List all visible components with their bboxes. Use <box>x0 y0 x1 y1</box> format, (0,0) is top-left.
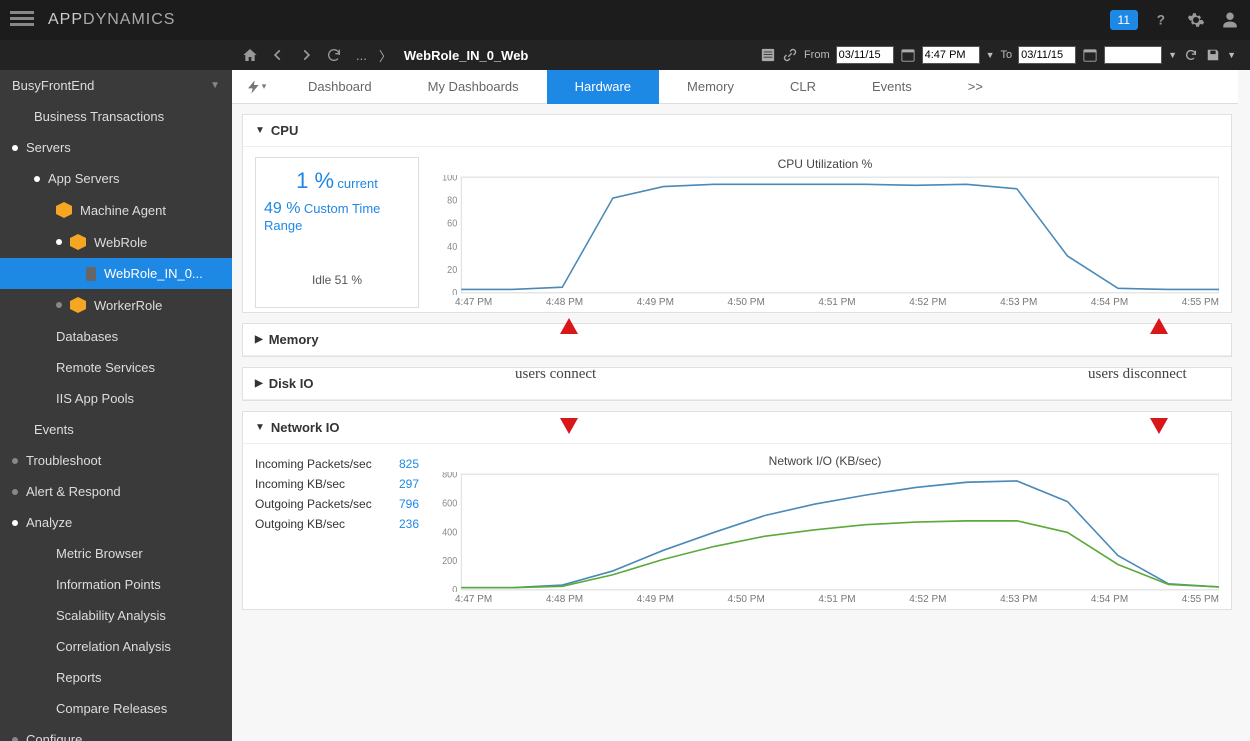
tab-mydash[interactable]: My Dashboards <box>400 70 547 104</box>
from-label: From <box>804 49 830 61</box>
network-panel: ▼Network IO Incoming Packets/sec825 Inco… <box>242 411 1232 610</box>
tab-hardware[interactable]: Hardware <box>547 70 659 104</box>
sidebar-item-alert[interactable]: Alert & Respond <box>0 476 232 507</box>
bolt-icon[interactable]: ▾ <box>242 73 270 101</box>
arrow-up-icon-2 <box>1144 316 1174 366</box>
to-date-input[interactable] <box>1018 46 1076 64</box>
svg-text:0: 0 <box>452 585 457 592</box>
gear-icon[interactable] <box>1186 10 1206 30</box>
sidebar-app[interactable]: BusyFrontEnd▼ <box>0 70 232 101</box>
arrow-down-icon-2 <box>1144 386 1174 436</box>
calendar-icon[interactable] <box>900 47 916 63</box>
hex-icon <box>70 234 86 250</box>
breadcrumb-ellipsis[interactable]: ... <box>356 48 367 63</box>
chevron-right-icon: 〉 <box>379 46 392 65</box>
menu-icon[interactable] <box>10 8 34 32</box>
network-stats: Incoming Packets/sec825 Incoming KB/sec2… <box>255 454 419 605</box>
hex-icon <box>56 202 72 218</box>
svg-text:200: 200 <box>442 556 457 567</box>
svg-text:20: 20 <box>447 265 457 276</box>
to-time-input[interactable] <box>1104 46 1162 64</box>
diskio-panel: ▶Disk IO <box>242 367 1232 401</box>
sidebar-item-compare[interactable]: Compare Releases <box>0 693 232 724</box>
svg-text:40: 40 <box>447 242 457 253</box>
svg-text:80: 80 <box>447 195 457 206</box>
user-icon[interactable] <box>1220 10 1240 30</box>
tab-clr[interactable]: CLR <box>762 70 844 104</box>
chevron-down-icon-2[interactable]: ▼ <box>1168 50 1177 60</box>
list-icon[interactable] <box>760 47 776 63</box>
from-time-input[interactable] <box>922 46 980 64</box>
svg-text:100: 100 <box>442 175 457 184</box>
arrow-down-icon <box>554 386 584 436</box>
svg-text:0: 0 <box>452 288 457 295</box>
link-icon[interactable] <box>782 47 798 63</box>
annotation-disconnect: users disconnect <box>1088 366 1187 383</box>
diskio-heading[interactable]: ▶Disk IO <box>243 368 1231 400</box>
sidebar-item-analyze[interactable]: Analyze <box>0 507 232 538</box>
sidebar-item-servers[interactable]: Servers <box>0 132 232 163</box>
calendar-icon-2[interactable] <box>1082 47 1098 63</box>
home-icon[interactable] <box>240 45 260 65</box>
sidebar: BusyFrontEnd▼ Business Transactions Serv… <box>0 70 232 741</box>
svg-text:400: 400 <box>442 527 457 538</box>
cpu-panel: ▼CPU 1 % current 49 % Custom Time Range … <box>242 114 1232 313</box>
svg-text:60: 60 <box>447 218 457 229</box>
cpu-heading[interactable]: ▼CPU <box>243 115 1231 147</box>
notification-badge[interactable]: 11 <box>1110 10 1138 30</box>
tabs: ▾ Dashboard My Dashboards Hardware Memor… <box>232 70 1238 104</box>
tab-dashboard[interactable]: Dashboard <box>280 70 400 104</box>
sidebar-item-iis[interactable]: IIS App Pools <box>0 383 232 414</box>
sidebar-item-machineagent[interactable]: Machine Agent <box>0 194 232 226</box>
breadcrumb-bar: ... 〉 WebRole_IN_0_Web From ▼ To ▼ ▼ <box>0 40 1250 70</box>
sidebar-item-corr[interactable]: Correlation Analysis <box>0 631 232 662</box>
sidebar-item-databases[interactable]: Databases <box>0 321 232 352</box>
server-icon <box>86 267 96 281</box>
sidebar-item-webrolein[interactable]: WebRole_IN_0... <box>0 258 232 289</box>
sidebar-item-events[interactable]: Events <box>0 414 232 445</box>
cpu-chart-title: CPU Utilization % <box>431 157 1219 171</box>
sidebar-item-remote[interactable]: Remote Services <box>0 352 232 383</box>
sidebar-item-troubleshoot[interactable]: Troubleshoot <box>0 445 232 476</box>
tab-memory[interactable]: Memory <box>659 70 762 104</box>
svg-text:?: ? <box>1157 13 1165 28</box>
sidebar-item-appservers[interactable]: App Servers <box>0 163 232 194</box>
network-chart-title: Network I/O (KB/sec) <box>431 454 1219 468</box>
sidebar-item-bt[interactable]: Business Transactions <box>0 101 232 132</box>
to-label: To <box>1001 49 1013 61</box>
network-chart: 800 600 400 200 0 <box>431 472 1219 592</box>
tab-more[interactable]: >> <box>940 70 1011 104</box>
svg-text:600: 600 <box>442 498 457 509</box>
hex-icon <box>70 297 86 313</box>
sidebar-item-webrole[interactable]: WebRole <box>0 226 232 258</box>
cpu-statbox: 1 % current 49 % Custom Time Range Idle … <box>255 157 419 308</box>
chevron-down-icon-3[interactable]: ▼ <box>1227 50 1236 60</box>
tab-events[interactable]: Events <box>844 70 940 104</box>
sidebar-item-metric[interactable]: Metric Browser <box>0 538 232 569</box>
svg-text:800: 800 <box>442 472 457 481</box>
top-bar: APPDYNAMICS 11 ? <box>0 0 1250 40</box>
sidebar-item-scal[interactable]: Scalability Analysis <box>0 600 232 631</box>
network-heading[interactable]: ▼Network IO <box>243 412 1231 444</box>
save-icon[interactable] <box>1205 47 1221 63</box>
main-content: ▾ Dashboard My Dashboards Hardware Memor… <box>232 70 1250 741</box>
annotation-connect: users connect <box>515 366 596 383</box>
logo: APPDYNAMICS <box>48 11 175 29</box>
back-icon[interactable] <box>268 45 288 65</box>
cpu-chart: 100 80 60 40 20 0 <box>431 175 1219 295</box>
sidebar-item-workerrole[interactable]: WorkerRole <box>0 289 232 321</box>
chevron-down-icon[interactable]: ▼ <box>986 50 995 60</box>
sidebar-item-info[interactable]: Information Points <box>0 569 232 600</box>
refresh-icon[interactable] <box>324 45 344 65</box>
sidebar-item-reports[interactable]: Reports <box>0 662 232 693</box>
sidebar-item-configure[interactable]: Configure <box>0 724 232 741</box>
memory-panel: ▶Memory <box>242 323 1232 357</box>
refresh-icon-2[interactable] <box>1183 47 1199 63</box>
help-icon[interactable]: ? <box>1152 10 1172 30</box>
page-title: WebRole_IN_0_Web <box>404 48 529 63</box>
arrow-up-icon <box>554 316 584 366</box>
forward-icon[interactable] <box>296 45 316 65</box>
memory-heading[interactable]: ▶Memory <box>243 324 1231 356</box>
from-date-input[interactable] <box>836 46 894 64</box>
